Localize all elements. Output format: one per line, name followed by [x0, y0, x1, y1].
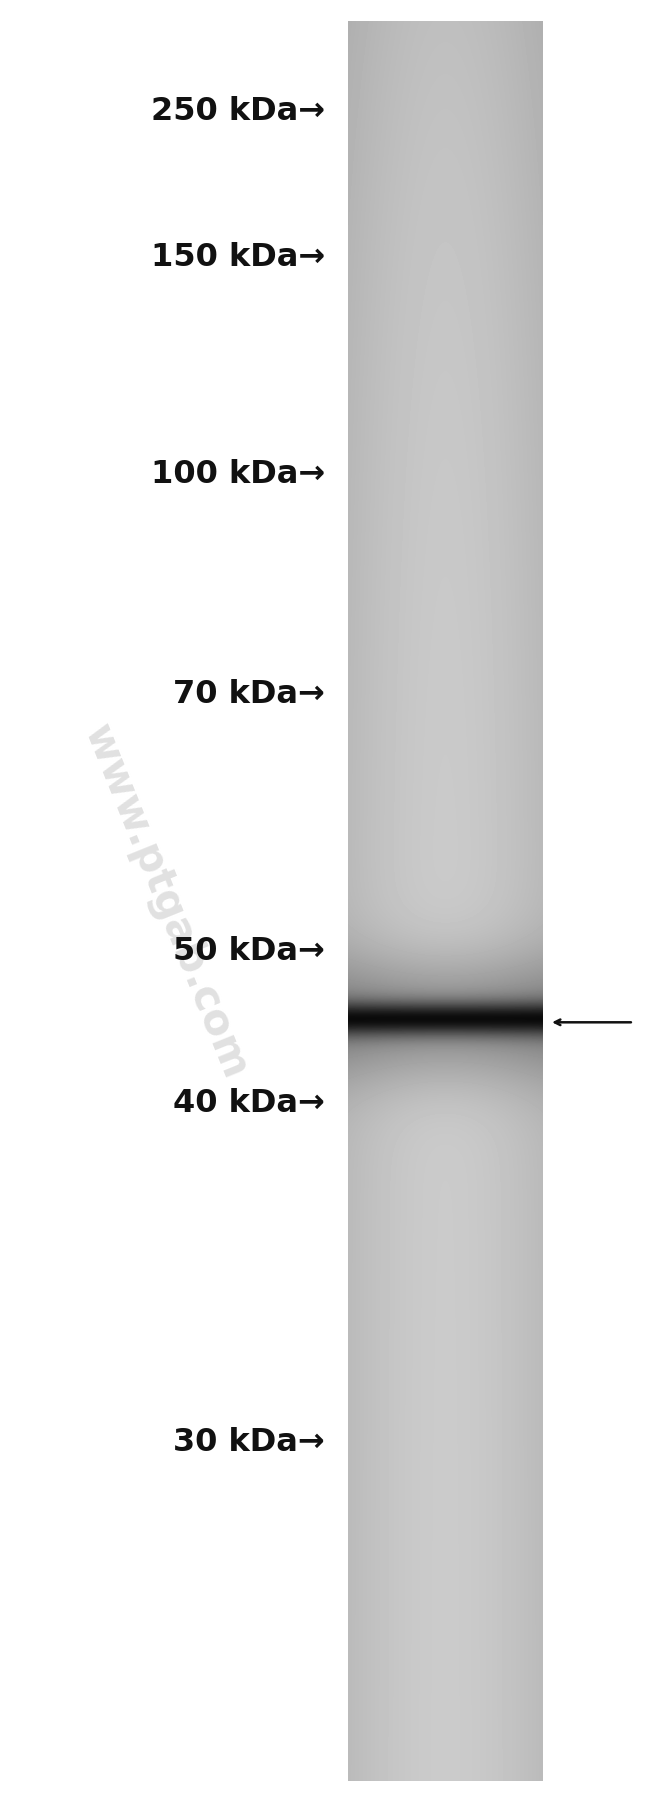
Text: 40 kDa→: 40 kDa→ [173, 1087, 325, 1120]
Text: 150 kDa→: 150 kDa→ [151, 242, 325, 274]
Text: 100 kDa→: 100 kDa→ [151, 458, 325, 490]
Text: 30 kDa→: 30 kDa→ [174, 1426, 325, 1459]
Text: 250 kDa→: 250 kDa→ [151, 96, 325, 128]
Text: 70 kDa→: 70 kDa→ [173, 678, 325, 710]
Text: 50 kDa→: 50 kDa→ [173, 936, 325, 968]
Text: www.ptgab.com: www.ptgab.com [75, 718, 256, 1085]
